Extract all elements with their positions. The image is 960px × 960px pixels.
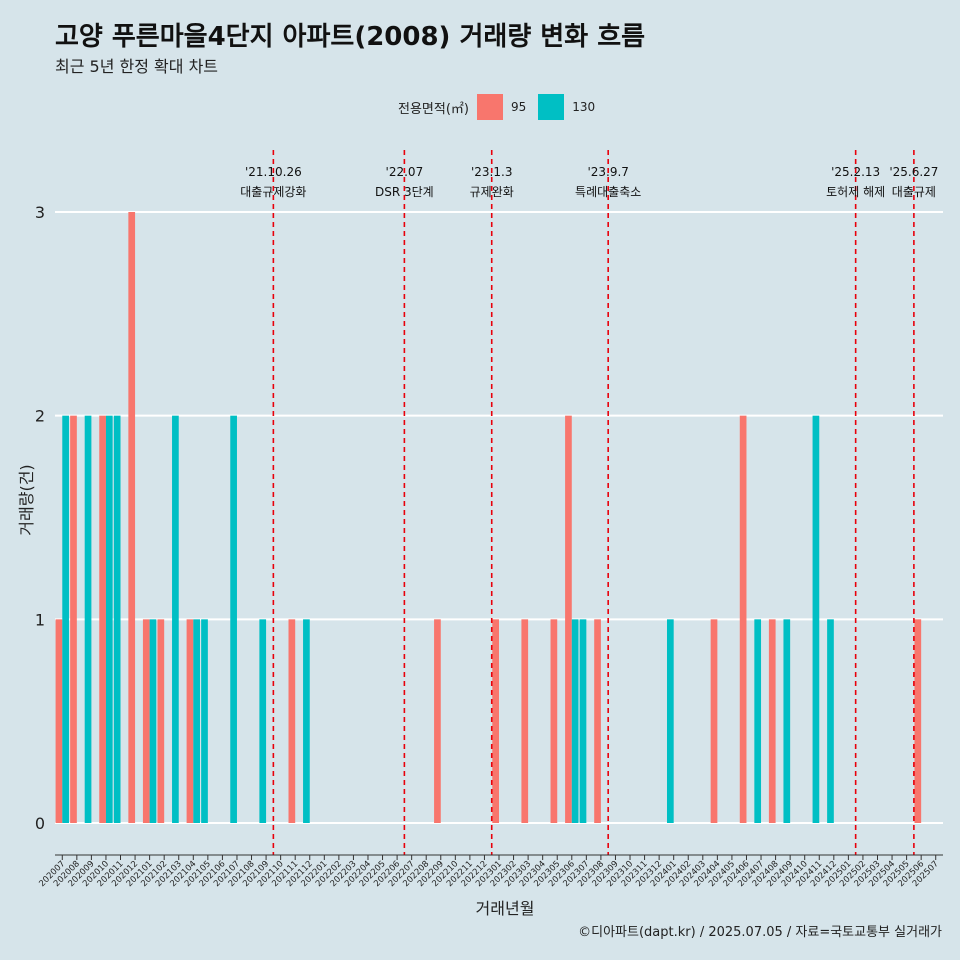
bar-95-202404 — [710, 619, 718, 823]
bar-130-202112 — [303, 619, 310, 823]
bar-95-202008 — [70, 415, 77, 823]
bar-95-202303 — [521, 619, 529, 823]
bar-130-202105 — [201, 619, 208, 823]
bar-130-202107 — [230, 415, 237, 823]
legend-label-130: 130 — [572, 100, 596, 114]
bar-95-202012 — [128, 212, 136, 823]
y-tick-label-3: 3 — [35, 203, 45, 222]
event-date-3: '23.9.7 — [587, 165, 628, 179]
bar-130-202407 — [754, 619, 762, 823]
bar-130-202409 — [783, 619, 791, 823]
event-date-0: '21.10.26 — [245, 165, 302, 179]
gridlines: 0 1 2 3 — [35, 203, 943, 833]
bar-95-202308 — [594, 619, 601, 823]
legend: 전용면적(㎡) 95 130 — [398, 94, 607, 120]
event-label-1: DSR 3단계 — [375, 185, 434, 199]
event-label-5: 대출규제 — [892, 185, 936, 199]
bar-95-202305 — [550, 619, 558, 823]
legend-label-95: 95 — [510, 100, 527, 114]
event-label-2: 규제완화 — [470, 185, 514, 199]
legend-swatch-95 — [476, 94, 503, 120]
bar-130-202103 — [172, 415, 179, 823]
y-tick-label-0: 0 — [35, 814, 45, 833]
y-tick-label-2: 2 — [35, 407, 45, 426]
bar-130-202109 — [259, 619, 267, 823]
y-tick-label-1: 1 — [35, 610, 45, 629]
chart-title: 고양 푸른마을4단지 아파트(2008) 거래량 변화 흐름 — [55, 22, 646, 52]
bar-95-202111 — [288, 619, 296, 823]
bar-95-202306 — [565, 415, 572, 823]
bar-130-202411 — [812, 415, 820, 823]
bar-95-202101 — [142, 619, 150, 823]
bar-95-202406 — [739, 415, 747, 823]
bar-130-202009 — [84, 415, 92, 823]
bar-95-202506 — [914, 619, 922, 823]
bar-130-202307 — [579, 619, 587, 823]
event-annotations: '21.10.26 대출규제강화 '22.07 DSR 3단계 '23.1.3 규제완화 '… — [240, 165, 938, 199]
axes: 2020072020082020092020102020112020122021… — [37, 854, 943, 889]
source-caption: ©디아파트(dapt.kr) / 2025.07.05 / 자료=국토교통부 실… — [578, 925, 942, 940]
event-date-1: '22.07 — [386, 165, 424, 179]
event-label-3: 특례대출축소 — [575, 185, 641, 199]
bar-130-202306 — [571, 619, 579, 823]
bar-95-202301 — [492, 619, 499, 823]
legend-swatch-130 — [538, 94, 565, 120]
bar-130-202401 — [666, 619, 674, 823]
bar-130-202011 — [113, 415, 121, 823]
bar-130-202101 — [149, 619, 157, 823]
bar-95-202007 — [55, 619, 63, 823]
event-lines — [272, 150, 915, 855]
bar-95-202102 — [157, 619, 165, 823]
x-axis-label: 거래년월 — [476, 899, 535, 918]
bar-130-202007 — [62, 415, 69, 823]
event-label-0: 대출규제강화 — [240, 185, 306, 199]
chart-subtitle: 최근 5년 한정 확대 차트 — [55, 57, 219, 76]
event-label-4: 토허제 해제 — [826, 185, 885, 199]
bar-95-202408 — [768, 619, 776, 823]
bar-95-202209 — [434, 619, 441, 823]
event-date-2: '23.1.3 — [471, 165, 512, 179]
bar-130-202010 — [105, 415, 113, 823]
bar-95-202010 — [99, 415, 106, 823]
event-date-4: '25.2.13 — [831, 165, 880, 179]
bar-130-202412 — [827, 619, 834, 823]
bar-130-202104 — [193, 619, 200, 823]
y-axis-label: 거래량(건) — [17, 464, 36, 535]
event-date-5: '25.6.27 — [889, 165, 938, 179]
bar-95-202104 — [186, 619, 194, 823]
bars — [55, 212, 922, 823]
legend-title: 전용면적(㎡) — [398, 101, 469, 117]
